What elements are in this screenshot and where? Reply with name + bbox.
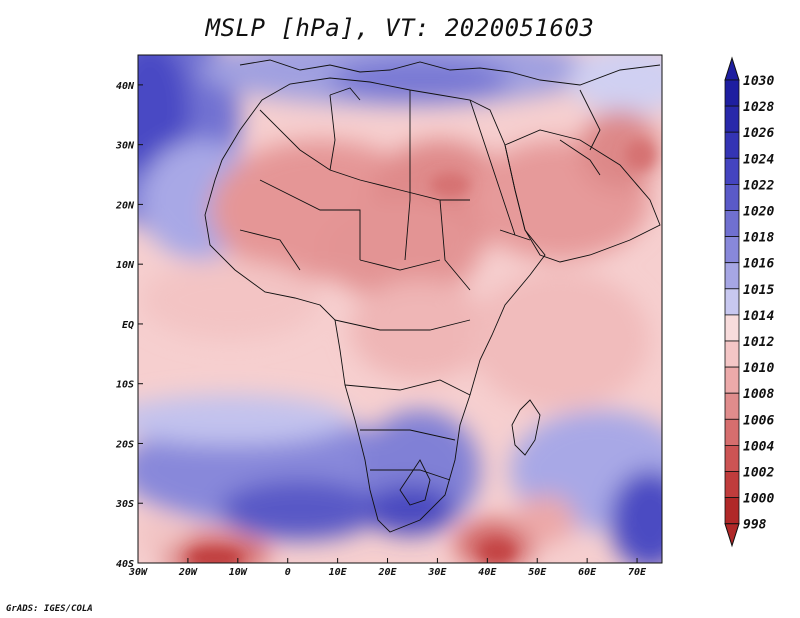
colorbar-level-label: 1002	[743, 466, 774, 481]
x-tick-label: 20E	[377, 567, 397, 578]
y-tick-label: 30S	[115, 499, 134, 510]
y-tick-label: EQ	[122, 320, 134, 331]
colorbar-level-label: 1006	[743, 413, 774, 428]
credit-text: GrADS: IGES/COLA	[6, 604, 93, 614]
colorbar-swatch	[724, 105, 740, 133]
plot-frame	[137, 54, 663, 564]
x-tick-label: 40E	[478, 567, 497, 578]
colorbar-level-label: 1018	[743, 231, 774, 246]
y-tick-label: 20S	[115, 439, 134, 450]
y-axis: 40N 30N 20N 10N EQ 10S 20S 30S 40S	[115, 81, 143, 570]
x-tick-label: 10E	[329, 567, 348, 578]
y-tick-label: 40N	[116, 81, 135, 92]
colorbar-swatch	[724, 79, 740, 107]
colorbar-swatch	[724, 236, 740, 264]
x-tick-label: 30E	[427, 567, 447, 578]
colorbar: 1030 1028 1026 1024 1022 1020 1018 1016 1015 1014…	[724, 56, 774, 548]
y-tick-label: 20N	[115, 200, 135, 211]
colorbar-swatch	[724, 131, 740, 159]
colorbar-swatch	[724, 366, 740, 394]
x-tick-label: 10W	[229, 567, 248, 578]
coastlines	[204, 59, 661, 533]
colorbar-bottom-arrow	[724, 523, 740, 548]
colorbar-swatch	[724, 444, 740, 472]
colorbar-level-label: 1010	[743, 361, 774, 376]
colorbar-level-label: 1026	[743, 126, 774, 141]
x-tick-label: 60E	[578, 567, 597, 578]
colorbar-swatch	[724, 392, 740, 420]
x-tick-label: 20W	[178, 567, 198, 578]
colorbar-swatch	[724, 288, 740, 316]
x-tick-label: 50E	[528, 567, 547, 578]
y-tick-label: 10N	[116, 260, 135, 271]
colorbar-swatch	[724, 418, 740, 446]
colorbar-level-label: 1015	[743, 283, 774, 298]
chart-title: MSLP [hPa], VT: 2020051603	[205, 14, 595, 42]
colorbar-level-label: 1016	[743, 257, 774, 272]
x-tick-label: 30W	[128, 567, 148, 578]
pressure-field	[138, 55, 662, 563]
colorbar-level-label: 1022	[743, 178, 774, 193]
x-tick-label: 0	[285, 567, 291, 578]
colorbar-swatch	[724, 340, 740, 368]
colorbar-level-label: 1030	[743, 74, 774, 89]
colorbar-swatch	[724, 471, 740, 499]
colorbar-level-label: 998	[743, 518, 767, 533]
y-tick-label: 10S	[116, 380, 134, 391]
y-tick-label: 40S	[116, 559, 134, 570]
x-axis: 30W 20W 10W 0 10E 20E 30E 40E 50E 60E 70E	[128, 558, 647, 578]
colorbar-level-label: 1024	[743, 152, 774, 167]
colorbar-level-label: 1020	[743, 205, 774, 220]
colorbar-level-label: 1008	[743, 387, 774, 402]
y-tick-label: 30N	[115, 141, 135, 152]
colorbar-level-label: 1000	[743, 492, 774, 507]
colorbar-level-label: 1028	[743, 100, 774, 115]
colorbar-level-label: 1004	[743, 439, 774, 454]
colorbar-swatch	[724, 210, 740, 238]
colorbar-swatch	[724, 497, 740, 525]
colorbar-swatch	[724, 183, 740, 211]
x-tick-label: 70E	[628, 567, 647, 578]
colorbar-level-label: 1014	[743, 309, 774, 324]
colorbar-top-arrow	[724, 56, 740, 81]
colorbar-swatch	[724, 262, 740, 290]
colorbar-level-label: 1012	[743, 335, 774, 350]
colorbar-swatch	[724, 157, 740, 185]
colorbar-swatch	[724, 314, 740, 342]
